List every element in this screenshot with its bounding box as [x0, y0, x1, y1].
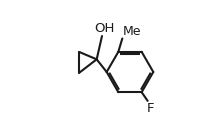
- Text: OH: OH: [94, 22, 114, 35]
- Text: Me: Me: [123, 25, 142, 38]
- Text: F: F: [146, 101, 154, 115]
